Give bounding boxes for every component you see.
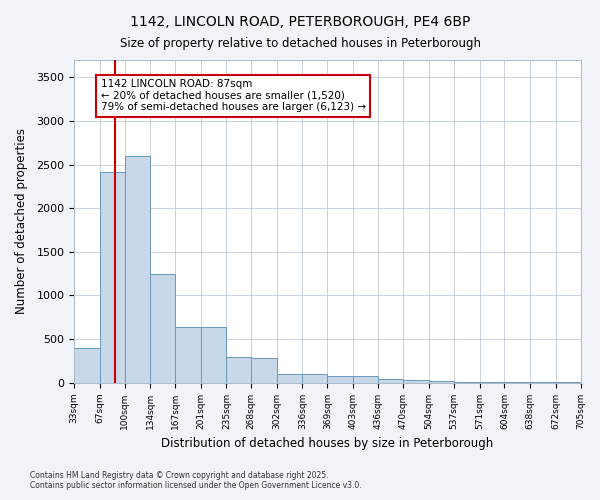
Bar <box>74 348 100 382</box>
Bar <box>328 376 353 382</box>
Bar <box>125 156 150 382</box>
Bar <box>100 172 125 382</box>
Bar <box>302 374 328 382</box>
Y-axis label: Number of detached properties: Number of detached properties <box>15 128 28 314</box>
Text: Contains HM Land Registry data © Crown copyright and database right 2025.
Contai: Contains HM Land Registry data © Crown c… <box>30 470 362 490</box>
X-axis label: Distribution of detached houses by size in Peterborough: Distribution of detached houses by size … <box>161 437 493 450</box>
Bar <box>429 381 454 382</box>
Bar <box>277 374 302 382</box>
Bar <box>403 380 429 382</box>
Bar <box>378 378 403 382</box>
Bar <box>150 274 175 382</box>
Bar <box>353 376 378 382</box>
Bar <box>251 358 277 382</box>
Text: Size of property relative to detached houses in Peterborough: Size of property relative to detached ho… <box>119 38 481 51</box>
Text: 1142 LINCOLN ROAD: 87sqm
← 20% of detached houses are smaller (1,520)
79% of sem: 1142 LINCOLN ROAD: 87sqm ← 20% of detach… <box>101 79 365 112</box>
Bar <box>175 327 201 382</box>
Bar <box>201 327 226 382</box>
Text: 1142, LINCOLN ROAD, PETERBOROUGH, PE4 6BP: 1142, LINCOLN ROAD, PETERBOROUGH, PE4 6B… <box>130 15 470 29</box>
Bar <box>226 358 251 382</box>
